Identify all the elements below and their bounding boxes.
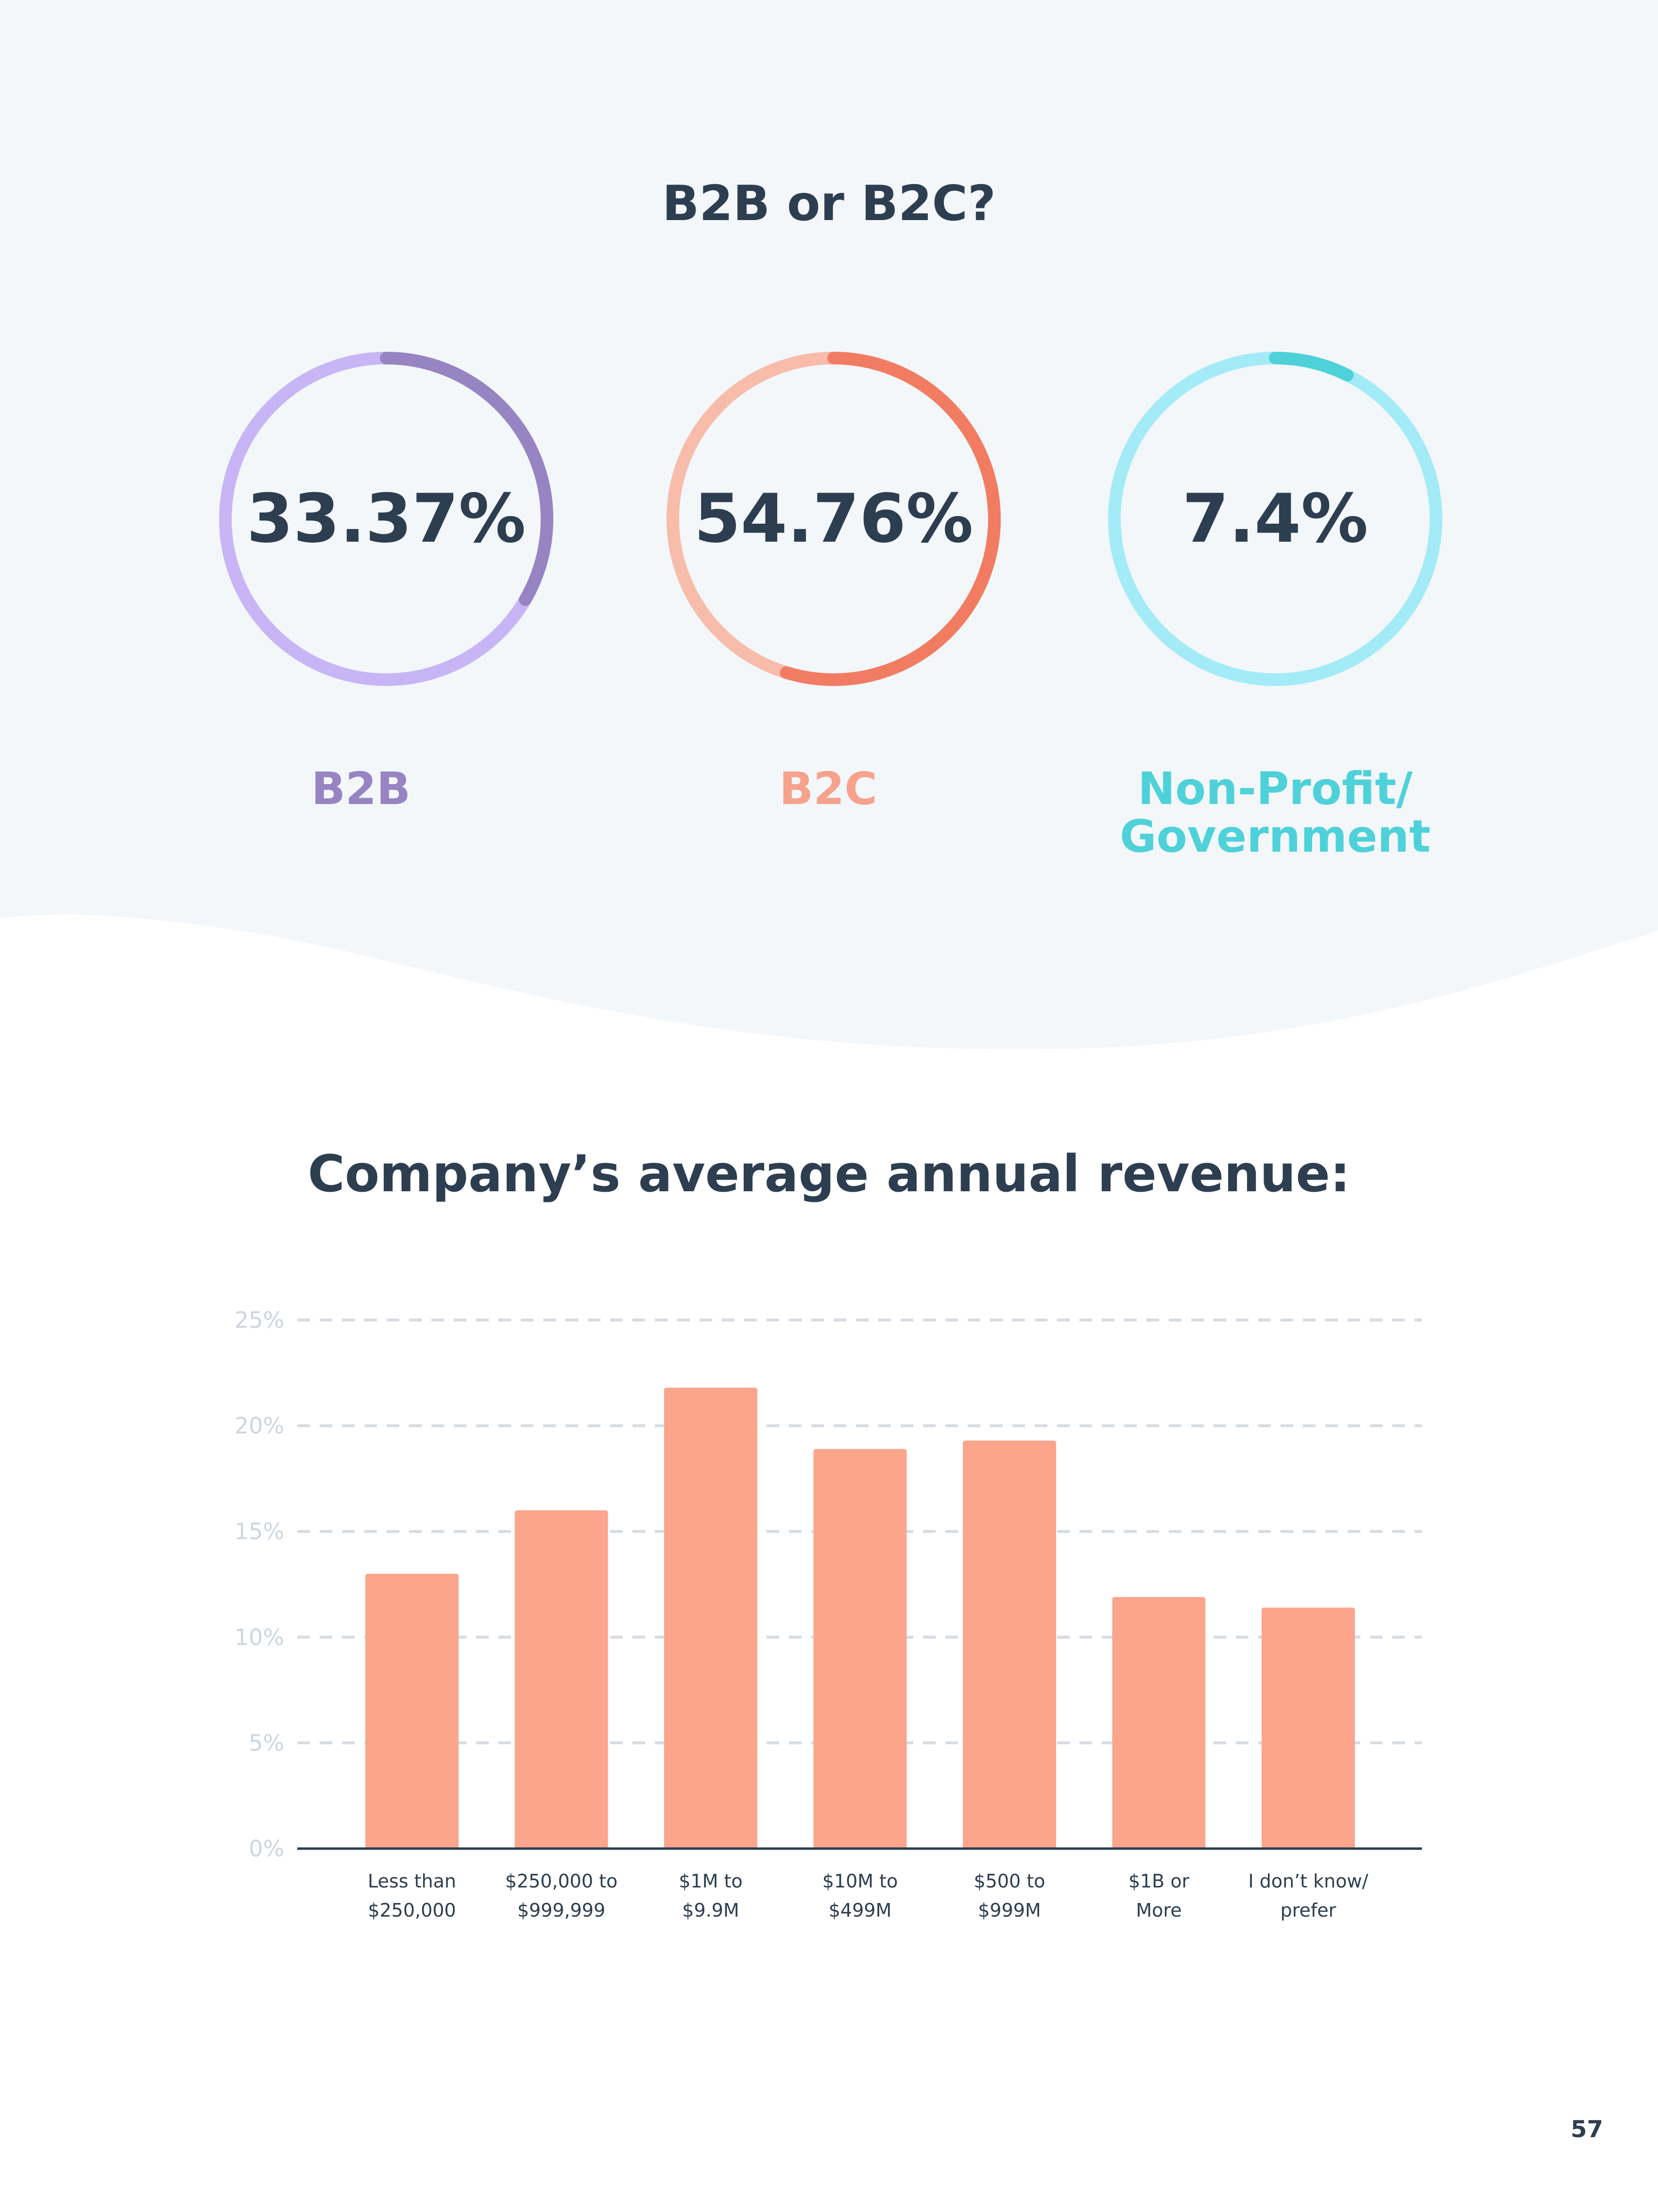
revenue-bar-chart: 0% 5% 10% 15% 20% 25% Less than $250,000 $250,0… [235, 1307, 1422, 1921]
x-tick-label: $250,000 [368, 1900, 456, 1921]
x-tick-label: $500 to [974, 1870, 1045, 1892]
donut-label-b2b: B2B [311, 763, 411, 815]
bar [1262, 1607, 1355, 1849]
donut-value-nonprofit: 7.4% [1182, 480, 1368, 558]
bar [813, 1449, 907, 1849]
chart-y-ticks: 0% 5% 10% 15% 20% 25% [235, 1307, 284, 1862]
x-tick-label: Less than [368, 1870, 456, 1892]
y-tick-label: 5% [249, 1730, 284, 1756]
donut-value-b2b: 33.37% [246, 480, 526, 558]
y-tick-label: 25% [235, 1307, 284, 1333]
x-tick-label: $999M [978, 1900, 1041, 1921]
bar [1112, 1597, 1206, 1849]
donut-label-b2c: B2C [779, 763, 877, 815]
donut-value-b2c: 54.76% [694, 480, 974, 558]
donut-b2b: 33.37% [216, 349, 556, 689]
donut-ring-b2b [219, 352, 553, 686]
bar [963, 1440, 1056, 1849]
bar [514, 1510, 608, 1849]
donut-label-nonprofit-line2: Government [1120, 810, 1431, 862]
x-tick-label: $10M to [822, 1870, 898, 1892]
chart-bars [365, 1388, 1355, 1849]
y-tick-label: 20% [235, 1413, 284, 1439]
bar-chart-title: Company’s average annual revenue: [308, 1144, 1350, 1203]
x-tick-label: $1M to [679, 1870, 742, 1892]
chart-x-labels: Less than $250,000 $250,000 to $999,999 $1M … [368, 1870, 1368, 1921]
x-tick-label: $1B or [1128, 1870, 1190, 1892]
x-tick-label: I don’t know/ [1248, 1870, 1368, 1892]
donut-section-title: B2B or B2C? [662, 175, 996, 232]
background-wave [0, 0, 1658, 1049]
donut-ring-nonprofit [1108, 352, 1442, 686]
x-tick-label: $999,999 [517, 1900, 605, 1921]
x-tick-label: prefer [1281, 1900, 1336, 1921]
bar [365, 1574, 459, 1849]
y-tick-label: 15% [235, 1518, 284, 1544]
x-tick-label: $9.9M [682, 1900, 739, 1921]
donut-arc-b2b [219, 352, 553, 686]
y-tick-label: 10% [235, 1624, 284, 1650]
donut-arc-nonprofit [1108, 352, 1442, 686]
donut-label-nonprofit-line1: Non-Profit/ [1138, 763, 1413, 815]
donut-arc-b2c [667, 352, 1001, 686]
donut-b2c: 54.76% [664, 349, 1004, 689]
x-tick-label: $250,000 to [505, 1870, 618, 1892]
donut-ring-b2c [667, 352, 1001, 686]
x-tick-label: $499M [829, 1900, 892, 1921]
page-number: 57 [1571, 2116, 1603, 2143]
bar [664, 1388, 757, 1849]
y-tick-label: 0% [249, 1835, 284, 1862]
donut-nonprofit: 7.4% [1105, 349, 1445, 689]
donut-label-nonprofit: Non-Profit/ Government [1057, 765, 1494, 860]
x-tick-label: More [1136, 1900, 1181, 1921]
